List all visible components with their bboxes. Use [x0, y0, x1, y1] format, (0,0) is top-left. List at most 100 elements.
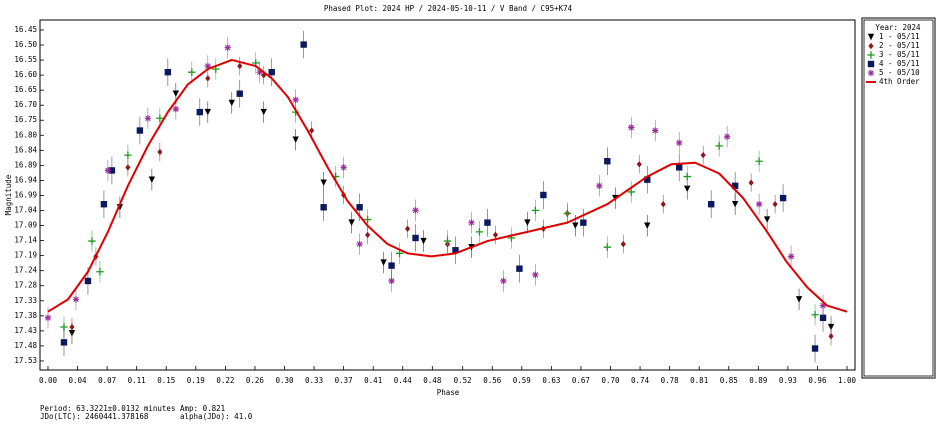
data-point — [125, 164, 131, 171]
data-point — [388, 262, 395, 269]
data-point — [156, 114, 164, 122]
chart-title: Phased Plot: 2024 HP / 2024-05-10-11 / V… — [324, 4, 573, 13]
data-point — [572, 222, 579, 229]
data-point — [144, 115, 152, 122]
data-point — [811, 311, 819, 319]
data-point — [763, 216, 771, 223]
data-point — [468, 219, 475, 226]
data-point — [644, 222, 651, 229]
data-point — [620, 240, 626, 248]
data-point — [72, 296, 80, 303]
data-point — [261, 72, 267, 79]
legend-label: 4 - 05/11 — [879, 59, 920, 68]
data-point — [363, 215, 372, 224]
y-tick-label: 16.50 — [14, 40, 37, 49]
y-tick-label: 17.48 — [14, 341, 37, 350]
y-tick-label: 17.19 — [14, 251, 37, 260]
x-tick-label: 0.41 — [364, 376, 382, 385]
footer-alpha: alpha(JDo): 41.0 — [180, 412, 253, 421]
x-tick-label: 0.22 — [216, 376, 234, 385]
data-point — [772, 201, 778, 208]
data-point — [412, 207, 419, 214]
x-tick-label: 0.11 — [128, 376, 146, 385]
y-tick-label: 16.89 — [14, 160, 37, 169]
data-point — [731, 201, 739, 208]
data-point — [603, 243, 612, 251]
x-tick-label: 0.00 — [39, 376, 58, 385]
legend-box — [861, 17, 936, 379]
data-point — [104, 167, 112, 174]
data-point — [256, 68, 263, 76]
y-tick-label: 17.28 — [14, 281, 37, 290]
legend-label: 4th Order — [879, 77, 920, 86]
data-point — [69, 323, 75, 331]
data-point — [443, 237, 452, 245]
plot-area — [39, 19, 856, 371]
x-tick-label: 1.00 — [838, 376, 857, 385]
data-point — [292, 96, 299, 104]
data-point — [260, 108, 267, 116]
legend-swatch — [867, 69, 875, 77]
data-point — [676, 139, 683, 147]
data-point — [811, 345, 819, 352]
data-point — [356, 204, 363, 211]
data-point — [204, 62, 211, 70]
data-point — [628, 124, 635, 131]
x-tick-label: 0.26 — [246, 376, 265, 385]
data-point — [268, 68, 275, 76]
data-point — [819, 302, 827, 309]
data-point — [395, 249, 404, 258]
legend-title: Year: 2024 — [875, 23, 921, 32]
data-point — [148, 176, 156, 183]
x-tick-label: 0.44 — [394, 376, 413, 385]
data-point — [237, 62, 243, 70]
data-point — [164, 68, 172, 76]
x-tick-label: 0.89 — [749, 376, 767, 385]
data-point — [707, 201, 715, 208]
x-tick-label: 0.30 — [275, 376, 294, 385]
y-tick-label: 17.09 — [14, 221, 37, 230]
data-point — [676, 164, 683, 171]
data-point — [196, 108, 204, 116]
x-tick-label: 0.96 — [808, 376, 827, 385]
x-tick-label: 0.07 — [98, 376, 116, 385]
data-point — [412, 234, 419, 242]
footer-amp: Amp: 0.821 — [180, 404, 225, 413]
data-point — [188, 68, 196, 76]
data-point — [532, 271, 539, 279]
data-point — [723, 133, 731, 140]
legend-swatch — [867, 33, 875, 41]
data-point — [404, 225, 411, 232]
data-point — [596, 182, 603, 189]
legend-label: 2 - 05/11 — [879, 41, 920, 50]
legend-swatch — [867, 51, 875, 59]
data-point — [340, 164, 347, 171]
data-point — [604, 158, 611, 165]
data-point — [787, 253, 795, 260]
data-point — [755, 201, 763, 208]
y-tick-label: 17.14 — [14, 236, 37, 245]
data-point — [700, 151, 706, 159]
data-point — [644, 176, 651, 183]
data-point — [475, 228, 484, 236]
legend-swatch — [867, 60, 875, 68]
data-point — [452, 247, 459, 254]
data-point — [320, 204, 327, 211]
legend-label: 1 - 05/11 — [879, 32, 920, 41]
data-point — [684, 185, 691, 193]
data-point — [683, 172, 691, 181]
y-tick-label: 16.80 — [14, 130, 37, 139]
data-point — [779, 194, 787, 202]
x-tick-label: 0.67 — [572, 376, 590, 385]
y-tick-label: 17.33 — [14, 296, 37, 305]
data-point — [172, 90, 180, 97]
fit-line — [47, 58, 848, 313]
data-point — [524, 219, 531, 226]
data-point — [715, 142, 723, 150]
data-point — [795, 296, 803, 303]
x-tick-label: 0.85 — [720, 376, 738, 385]
data-point — [580, 219, 587, 226]
data-point — [172, 105, 180, 113]
data-point — [500, 277, 507, 285]
data-point — [365, 231, 371, 239]
